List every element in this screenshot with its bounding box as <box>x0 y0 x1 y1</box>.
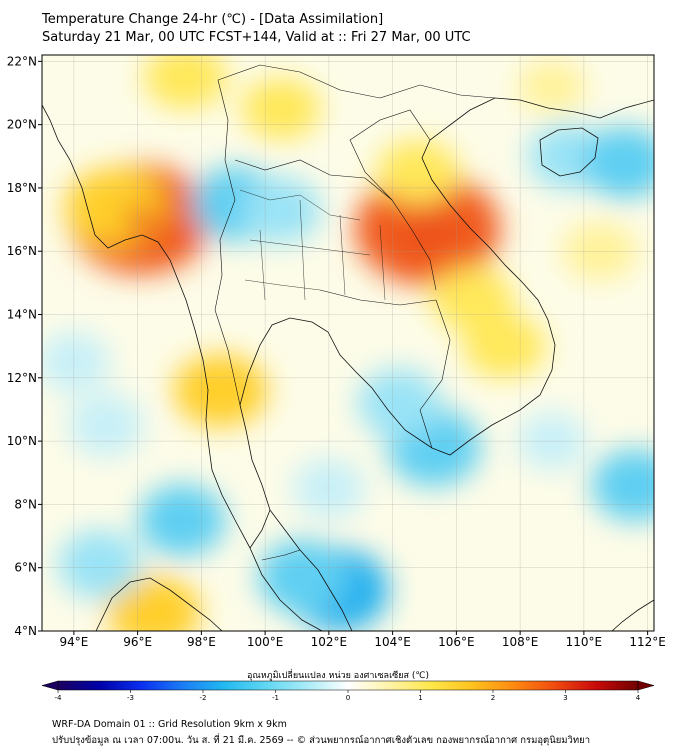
tick-label-lon-112: 112°E <box>629 635 666 649</box>
cool-anomaly-7 <box>57 529 141 600</box>
tick-label-lat-22: 22°N <box>7 54 37 68</box>
border-myanmar-thailand <box>214 79 241 406</box>
footer-credit: ปรับปรุงข้อมูล ณ เวลา 07:00น. วัน ส. ที่… <box>52 735 591 746</box>
coastline-myanmar <box>42 104 209 441</box>
tick-label-lon-98: 98°E <box>187 635 216 649</box>
cool-anomaly-13 <box>42 331 111 393</box>
tick-label-lat-6: 6°N <box>14 561 37 575</box>
colorbar-tick-label-8: 4 <box>636 694 641 702</box>
colorbar-tick-label-6: 2 <box>491 694 495 702</box>
warm-core-0 <box>124 207 157 232</box>
coastline-malay-west <box>249 547 323 631</box>
colorbar: -4 -3 -2 -1 0 1 2 3 4 <box>41 680 655 702</box>
tick-label-lon-110: 110°E <box>566 635 603 649</box>
colorbar-tick-label-3: -1 <box>272 694 279 702</box>
tick-label-lat-4: 4°N <box>14 624 37 638</box>
tick-label-lon-106: 106°E <box>438 635 475 649</box>
cool-anomaly-9 <box>582 126 654 199</box>
coastlines-and-borders <box>42 64 654 631</box>
coastline-vietnam <box>421 97 556 456</box>
warm-anomaly-11 <box>517 60 587 114</box>
coastline-andaman <box>207 439 251 549</box>
tick-label-lat-10: 10°N <box>7 434 37 448</box>
cool-anomaly-5 <box>241 176 321 244</box>
colorbar-title: อุณหภูมิเปลี่ยนแปลง หน่วย องศาเซลเซียส (… <box>246 671 430 681</box>
border-thailand-laos <box>234 159 437 291</box>
tick-label-lat-14: 14°N <box>7 308 37 322</box>
coastline-sumatra <box>95 577 223 631</box>
colorbar-tick-label-2: -2 <box>200 694 207 702</box>
border-laos-vietnam <box>349 109 431 201</box>
colorbar-arrow-min <box>41 680 59 691</box>
province-lines <box>239 189 386 301</box>
cool-anomaly-1 <box>258 539 349 615</box>
coastline-hainan <box>539 127 599 177</box>
colorbar-tick-label-0: -4 <box>55 694 63 702</box>
colorbar-tick-label-5: 1 <box>418 694 422 702</box>
tick-label-lon-108: 108°E <box>502 635 539 649</box>
tick-label-lon-102: 102°E <box>311 635 348 649</box>
map-title: Temperature Change 24-hr (℃) - [Data Ass… <box>42 12 384 27</box>
border-cambodia-vietnam <box>419 299 451 449</box>
cool-anomaly-6 <box>139 484 226 557</box>
footer-model-info: WRF-DA Domain 01 :: Grid Resolution 9km … <box>52 719 287 730</box>
warm-core-1 <box>411 217 444 242</box>
tick-label-lon-100: 100°E <box>247 635 284 649</box>
tick-label-lat-12: 12°N <box>7 371 37 385</box>
tick-label-lat-20: 20°N <box>7 118 37 132</box>
colorbar-tick-label-7: 3 <box>563 694 567 702</box>
tick-label-lon-96: 96°E <box>123 635 152 649</box>
warm-anomaly-4 <box>241 78 321 140</box>
colorbar-tick-label-1: -3 <box>127 694 134 702</box>
tick-label-lon-94: 94°E <box>59 635 88 649</box>
warm-anomaly-7 <box>173 354 268 427</box>
border-china <box>217 64 496 99</box>
warm-anomaly-6 <box>462 314 546 379</box>
tick-label-lat-18: 18°N <box>7 181 37 195</box>
warm-anomaly-8 <box>106 575 201 631</box>
coastline-gulf-thailand <box>239 317 433 549</box>
cool-anomaly-10 <box>591 449 654 522</box>
tick-label-lon-104: 104°E <box>374 635 411 649</box>
coastline-borneo <box>611 599 654 631</box>
tick-label-lat-16: 16°N <box>7 244 37 258</box>
coastline-malay-east <box>269 509 353 631</box>
coastline-china <box>494 97 654 119</box>
map-frame <box>41 54 655 632</box>
colorbar-tick-label-4: 0 <box>346 694 350 702</box>
colorbar-arrow-max <box>637 680 655 691</box>
warm-anomaly-3 <box>143 55 228 110</box>
border-thailand-malaysia <box>261 549 301 561</box>
warm-anomaly-2 <box>64 167 167 246</box>
map-subtitle: Saturday 21 Mar, 00 UTC FCST+144, Valid … <box>42 30 471 45</box>
axis-ticks: 94°E 96°E 98°E 100°E 102°E 104°E 106°E 108°E 110… <box>7 54 666 649</box>
cool-anomaly-3 <box>357 368 441 438</box>
colorbar-ticks: -4 -3 -2 -1 0 1 2 3 4 <box>55 690 641 702</box>
cool-anomaly-12 <box>67 393 144 458</box>
colorbar-bar <box>57 680 639 691</box>
warm-anomaly-9 <box>376 140 460 205</box>
border-thailand-cambodia <box>319 289 437 306</box>
tick-label-lat-8: 8°N <box>14 497 37 511</box>
